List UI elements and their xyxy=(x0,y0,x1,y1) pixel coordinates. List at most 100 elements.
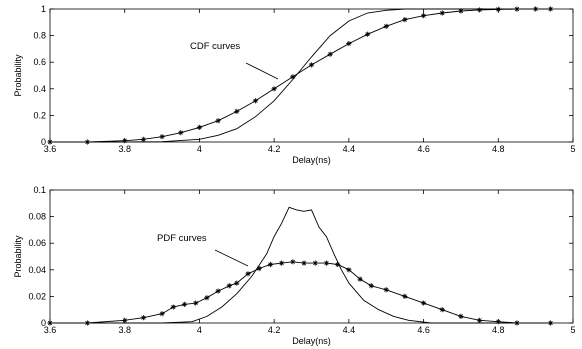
pdf-star-point xyxy=(323,260,330,266)
pdf-star-point xyxy=(346,267,352,273)
cdf-y-tick-label: 0.6 xyxy=(33,57,46,67)
cdf-star-point xyxy=(514,6,520,12)
pdf-star-point xyxy=(267,261,274,268)
pdf-star-point xyxy=(495,319,501,325)
pdf-x-tick-label: 4.6 xyxy=(417,325,430,335)
cdf-star-point xyxy=(47,139,53,145)
cdf-y-tick-label: 0.8 xyxy=(33,31,46,41)
pdf-y-tick-label: 0.02 xyxy=(28,291,46,301)
pdf-y-axis-label: Probability xyxy=(13,235,23,278)
pdf-star-point xyxy=(368,283,374,289)
pdf-star-point xyxy=(245,271,251,277)
cdf-star-point xyxy=(178,130,184,136)
pdf-star-point xyxy=(514,320,520,326)
pdf-annotation: PDF curves xyxy=(157,233,207,244)
pdf-star-point xyxy=(193,300,199,306)
cdf-annotation-pointer xyxy=(245,62,279,80)
cdf-star-point xyxy=(364,31,371,37)
cdf-star-point xyxy=(234,108,240,115)
cdf-star-point xyxy=(346,40,352,47)
pdf-star-point xyxy=(290,259,296,265)
pdf-star-point xyxy=(122,317,128,323)
pdf-y-tick-label: 0.1 xyxy=(33,185,46,195)
pdf-star-point xyxy=(234,280,240,286)
cdf-series-plain-line xyxy=(50,8,551,143)
pdf-star-point xyxy=(420,300,427,306)
pdf-star-point xyxy=(226,283,232,289)
cdf-star-point xyxy=(271,86,277,92)
pdf-x-tick-label: 4.4 xyxy=(343,325,356,335)
cdf-star-point xyxy=(215,118,221,124)
pdf-x-tick-label: 4 xyxy=(197,325,202,335)
cdf-x-tick-label: 5 xyxy=(570,144,575,154)
pdf-star-point xyxy=(170,304,176,310)
cdf-star-point xyxy=(122,138,128,144)
pdf-star-point xyxy=(458,313,464,319)
cdf-x-tick-label: 3.8 xyxy=(118,144,131,154)
cdf-x-tick-label: 4.6 xyxy=(417,144,430,154)
cdf-star-point xyxy=(308,62,315,68)
cdf-star-point xyxy=(327,51,333,57)
cdf-star-point xyxy=(159,134,165,140)
pdf-star-point xyxy=(84,320,90,326)
cdf-x-tick-label: 4.2 xyxy=(268,144,281,154)
cdf-star-point xyxy=(420,13,427,19)
cdf-y-tick-label: 0.2 xyxy=(33,110,46,120)
pdf-series-plain-line xyxy=(50,206,551,324)
cdf-star-point xyxy=(533,6,539,12)
pdf-x-axis-label: Delay(ns) xyxy=(292,336,331,346)
pdf-star-point xyxy=(357,276,363,282)
cdf-series-star-line xyxy=(50,8,551,143)
pdf-star-point xyxy=(215,288,221,294)
pdf-star-point xyxy=(383,287,389,293)
cdf-y-axis-label: Probability xyxy=(13,54,23,97)
pdf-star-point xyxy=(140,315,146,321)
pdf-star-point xyxy=(312,260,318,266)
cdf-plot-frame xyxy=(49,8,574,143)
cdf-x-tick-label: 4 xyxy=(197,144,202,154)
pdf-star-point xyxy=(301,260,307,266)
pdf-star-point xyxy=(181,301,188,307)
pdf-star-point xyxy=(547,320,554,326)
cdf-star-point xyxy=(458,8,464,14)
pdf-star-point xyxy=(402,293,408,299)
pdf-x-tick-label: 4.8 xyxy=(492,325,505,335)
cdf-star-point xyxy=(547,6,554,12)
cdf-x-tick-label: 3.6 xyxy=(44,144,57,154)
pdf-x-tick-label: 3.6 xyxy=(44,325,57,335)
cdf-star-point xyxy=(402,17,408,23)
cdf-chart: 3.6 3.8 4 4.2 4.4 4.6 4.8 5 0 0.2 0.4 0.6 0.8 1 Delay(… xyxy=(13,4,576,165)
pdf-star-point xyxy=(477,317,483,323)
cdf-star-point xyxy=(84,139,90,145)
cdf-y-tick-label: 1 xyxy=(41,4,46,14)
cdf-star-point xyxy=(290,74,296,80)
cdf-star-point xyxy=(196,124,203,130)
pdf-chart: 3.6 3.8 4 4.2 4.4 4.6 4.8 5 0 0.02 0.04 0.06 0.08 0.1… xyxy=(13,185,576,346)
cdf-x-tick-label: 4.8 xyxy=(492,144,505,154)
pdf-series-star-line xyxy=(50,261,551,324)
pdf-star-point xyxy=(335,261,341,268)
pdf-star-point xyxy=(439,307,445,313)
cdf-x-axis-label: Delay(ns) xyxy=(292,155,331,165)
pdf-y-tick-label: 0.08 xyxy=(28,212,46,222)
pdf-x-tick-label: 4.2 xyxy=(268,325,281,335)
pdf-y-tick-label: 0 xyxy=(41,318,46,328)
pdf-star-point xyxy=(47,320,53,326)
cdf-star-point xyxy=(477,7,483,13)
cdf-y-tick-label: 0.4 xyxy=(33,84,46,94)
pdf-star-point xyxy=(159,311,165,317)
pdf-star-point xyxy=(204,295,210,301)
pdf-y-tick-label: 0.04 xyxy=(28,265,46,275)
cdf-star-point xyxy=(439,10,445,16)
pdf-x-tick-label: 3.8 xyxy=(118,325,131,335)
pdf-annotation-pointer xyxy=(214,249,249,267)
pdf-x-tick-label: 5 xyxy=(570,325,575,335)
pdf-star-point xyxy=(256,265,262,272)
pdf-star-point xyxy=(279,260,285,266)
cdf-x-tick-label: 4.4 xyxy=(343,144,356,154)
pdf-plot-frame xyxy=(49,189,574,324)
cdf-star-point xyxy=(383,23,389,29)
cdf-annotation: CDF curves xyxy=(190,41,240,52)
cdf-star-point xyxy=(252,98,259,104)
